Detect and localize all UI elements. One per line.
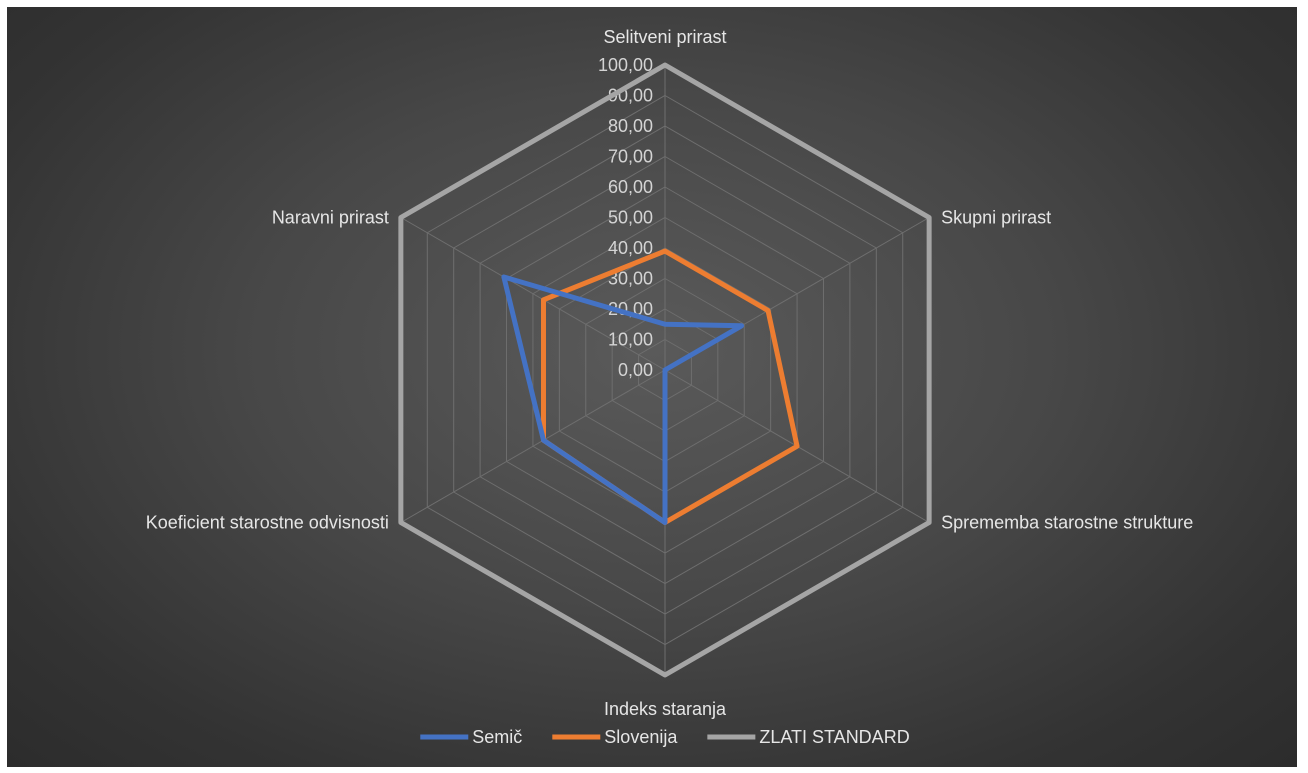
legend-label: ZLATI STANDARD [759,727,909,747]
axis-tick-label: 40,00 [608,238,653,258]
category-label: Naravni prirast [272,208,389,228]
axis-tick-label: 20,00 [608,299,653,319]
grid-spoke [400,369,666,523]
legend-label: Slovenija [604,727,678,747]
axis-tick-label: 30,00 [608,269,653,289]
category-label: Skupni prirast [941,208,1051,228]
category-label: Sprememba starostne strukture [941,513,1193,533]
legend-label: Semič [472,727,522,747]
radial-axis-ticks: 0,00 10,00 20,00 30,00 40,00 50,00 60,00 70,00 8… [598,55,653,380]
category-labels: Selitveni prirast Skupni prirast Sprememba… [146,27,1194,719]
axis-tick-label: 60,00 [608,177,653,197]
axis-tick-label: 0,00 [618,360,653,380]
axis-tick-label: 70,00 [608,147,653,167]
axis-tick-label: 50,00 [608,208,653,228]
series-line [398,62,932,678]
series-line [540,248,800,525]
category-label: Indeks staranja [604,699,727,719]
chart-legend: Semič Slovenija ZLATI STANDARD [420,727,910,747]
axis-tick-label: 10,00 [608,330,653,350]
category-label: Koeficient starostne odvisnosti [146,513,389,533]
grid-spoke [400,217,666,371]
category-label: Selitveni prirast [603,27,726,47]
axis-tick-label: 80,00 [608,116,653,136]
radar-series [398,62,932,678]
axis-tick-label: 100,00 [598,55,653,75]
series-line [501,274,745,525]
